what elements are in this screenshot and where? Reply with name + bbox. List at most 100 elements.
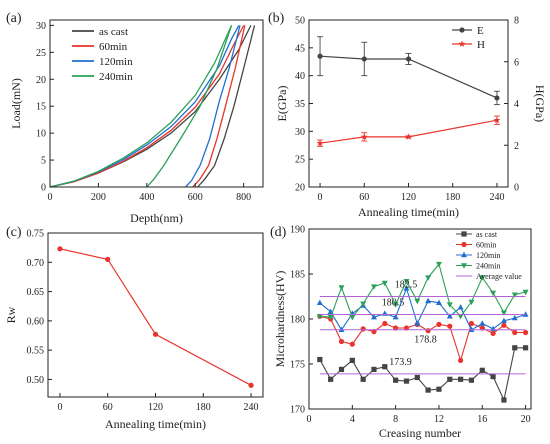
y-tick-label: 0.70	[27, 258, 45, 269]
data-point	[414, 320, 421, 326]
y-tick-label: 190	[290, 225, 305, 236]
plot-frame	[47, 232, 264, 398]
panel-d: 182.5 180.5 178.8 173.9 0 4 8 12 16 20 170 175 180 18…	[270, 225, 532, 440]
data-point	[361, 56, 367, 62]
x-tick-label: 4	[350, 414, 355, 425]
y-axis-label: E(GPa)	[275, 86, 289, 122]
legend-marker	[461, 241, 467, 248]
data-point	[425, 387, 431, 393]
data-point	[522, 289, 529, 296]
y-tick-label: 0.50	[27, 375, 45, 386]
x-tick-label: 600	[188, 192, 203, 203]
data-point	[479, 320, 486, 326]
legend-label: 240min	[99, 71, 133, 83]
y-tick-label: 185	[290, 270, 305, 281]
data-point	[371, 366, 377, 372]
data-point	[316, 314, 323, 320]
data-point	[317, 53, 323, 59]
data-point	[152, 331, 159, 337]
y-tick-label: 25	[295, 155, 305, 166]
y-tick-label: 30	[36, 21, 46, 32]
data-point	[425, 297, 432, 304]
data-point	[468, 299, 475, 306]
data-point	[494, 95, 500, 101]
average-annotation: 178.8	[414, 334, 437, 345]
series-line-60min-unloading	[192, 25, 246, 188]
data-point	[248, 382, 254, 388]
y-tick-label: 0.60	[27, 316, 45, 327]
legend-marker	[458, 40, 466, 47]
y-axis-right-label: H(GPa)	[533, 85, 547, 122]
data-point	[328, 376, 334, 382]
x-tick-label: 16	[477, 414, 487, 425]
legend-label: H	[477, 39, 485, 51]
legend-label: 60min	[99, 41, 128, 53]
data-point	[458, 357, 464, 363]
data-point	[501, 397, 507, 403]
data-point	[403, 285, 410, 291]
data-point	[392, 314, 399, 320]
data-point	[405, 133, 412, 140]
plot-frame	[49, 19, 264, 188]
y-tick-label: 5	[41, 156, 46, 167]
data-point	[393, 377, 399, 383]
data-point	[436, 321, 442, 327]
data-point	[500, 317, 507, 323]
series-line-120min-unloading	[185, 25, 241, 188]
data-point	[414, 374, 420, 381]
series-line-as-cast-unloading	[197, 25, 256, 188]
data-point	[360, 326, 366, 332]
x-tick-label: 180	[445, 192, 460, 203]
data-point	[435, 261, 442, 268]
data-point	[360, 133, 368, 140]
y-tick-label: 10	[36, 129, 46, 140]
data-point	[457, 304, 464, 310]
data-point	[403, 279, 410, 285]
average-annotation: 182.5	[395, 280, 418, 291]
data-point	[447, 376, 453, 382]
data-point	[370, 314, 377, 320]
data-point	[403, 378, 410, 384]
data-point	[425, 275, 432, 281]
average-annotation: 173.9	[389, 357, 412, 368]
y-tick-label: 35	[295, 99, 305, 110]
y-tick-label: 15	[36, 102, 46, 113]
x-tick-label: 12	[434, 414, 444, 425]
x-tick-label: 800	[236, 192, 251, 203]
y-tick-label: 30	[295, 127, 305, 138]
data-point	[360, 301, 367, 307]
data-point	[414, 298, 421, 305]
panel-b: 0 60 120 180 240 20 25 30 35 40 45 50 0 2 4 6 8 EH Anneali…	[268, 11, 547, 219]
series-line-240min-loading	[49, 25, 233, 188]
data-point	[522, 329, 529, 336]
data-point	[436, 386, 442, 392]
series-line-H	[319, 119, 498, 144]
x-axis-label: Depth(nm)	[130, 211, 183, 225]
data-point	[382, 364, 388, 370]
x-tick-label: 400	[139, 192, 154, 203]
y-tick-label: 40	[295, 71, 305, 82]
y-tick-label: 20	[295, 183, 305, 194]
series-line-E	[320, 55, 498, 99]
data-point	[493, 116, 501, 124]
y-tick-label: 0.55	[27, 346, 45, 357]
x-tick-label: 120	[401, 192, 416, 203]
y-axis-label: Load(mN)	[9, 78, 23, 129]
y-tick-label: 20	[36, 75, 46, 86]
legend-label: Average value	[476, 272, 522, 281]
x-tick-label: 20	[521, 414, 531, 425]
data-point	[316, 299, 323, 305]
data-point	[349, 315, 356, 321]
data-point	[392, 302, 399, 308]
legend-label: 60min	[476, 241, 496, 250]
x-tick-label: 0	[318, 192, 323, 203]
legend-label: 240min	[476, 262, 500, 271]
x-axis-label: Creasing number	[379, 426, 461, 440]
data-point	[435, 299, 442, 305]
data-point	[479, 367, 485, 373]
y-axis-label: Microhardness(HV)	[273, 271, 287, 368]
data-point	[446, 313, 453, 319]
data-point	[500, 310, 507, 316]
x-tick-label: 240	[489, 192, 504, 203]
